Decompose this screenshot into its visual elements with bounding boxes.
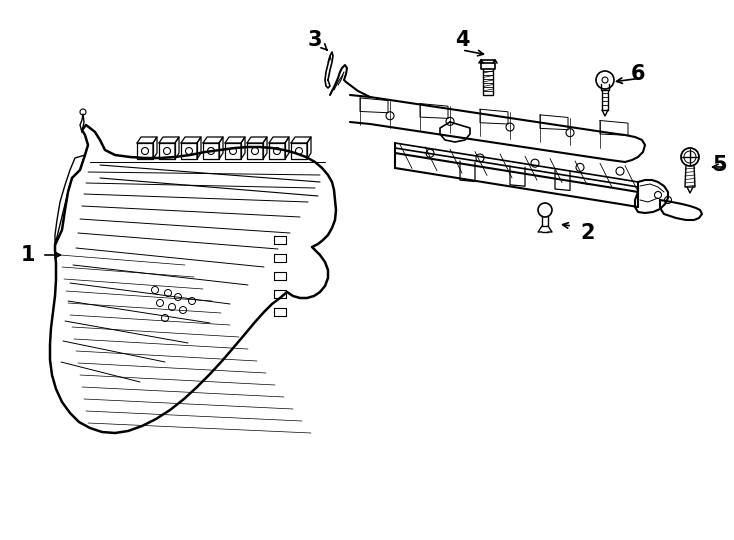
Text: 2: 2	[581, 223, 595, 243]
Text: 3: 3	[308, 30, 322, 50]
Text: 4: 4	[455, 30, 469, 50]
Text: 6: 6	[631, 64, 645, 84]
Text: 5: 5	[713, 155, 727, 175]
Circle shape	[602, 77, 608, 83]
Text: 1: 1	[21, 245, 35, 265]
